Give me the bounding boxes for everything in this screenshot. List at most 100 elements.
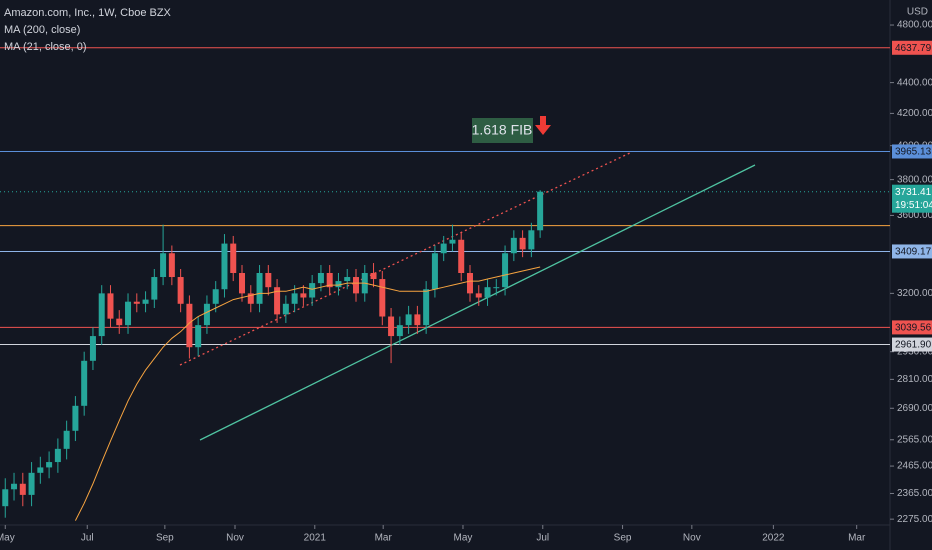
candle-body <box>326 273 333 288</box>
candle-body <box>186 303 193 348</box>
x-tick-label: Sep <box>156 533 174 544</box>
candle-body <box>493 287 500 289</box>
candle-body <box>466 273 473 294</box>
x-tick-label: Nov <box>683 533 701 544</box>
candle-body <box>370 273 377 280</box>
x-tick-label: 2021 <box>304 533 327 544</box>
candle-body <box>142 299 149 304</box>
x-tick-label: Mar <box>848 533 866 544</box>
last-price-bg <box>892 184 932 213</box>
candle-body <box>89 336 96 361</box>
countdown: 19:51:04 <box>895 200 932 211</box>
candle-body <box>502 253 509 288</box>
candles <box>2 190 544 521</box>
candle-body <box>221 243 228 290</box>
price-label: 3965.13 <box>895 147 932 158</box>
x-tick-label: Sep <box>614 533 632 544</box>
candle-body <box>335 281 342 288</box>
candle-body <box>133 301 140 304</box>
y-tick-label: 2565.00 <box>897 434 932 445</box>
y-tick-label: 3600.00 <box>897 210 932 221</box>
x-tick-label: May <box>0 533 15 544</box>
candle-body <box>265 273 272 288</box>
price-label-bg <box>892 320 932 335</box>
currency: USD <box>907 7 928 18</box>
y-tick-label: 2275.00 <box>897 514 932 525</box>
legend-title: Amazon.com, Inc., 1W, Cboe BZX <box>4 7 172 19</box>
candle-body <box>528 230 535 250</box>
candle-body <box>2 489 9 507</box>
x-tick-label: Jul <box>536 533 549 544</box>
candle-body <box>423 289 430 326</box>
candle-body <box>431 253 438 290</box>
candle-body <box>46 462 53 468</box>
y-tick-label: 3200.00 <box>897 288 932 299</box>
candle-body <box>107 293 114 319</box>
candle-body <box>239 273 246 294</box>
candle-body <box>98 293 105 337</box>
candle-body <box>72 405 79 431</box>
annotation: 1.618 FIB <box>472 122 533 138</box>
y-tick-label: 2810.00 <box>897 374 932 385</box>
candle-body <box>344 277 351 282</box>
y-tick-label: 2930.00 <box>897 346 932 357</box>
x-tick-label: Mar <box>375 533 393 544</box>
candle-body <box>125 301 132 326</box>
price-label-bg <box>892 337 932 352</box>
candle-body <box>247 293 254 304</box>
price-label-bg <box>892 144 932 159</box>
candle-body <box>212 289 219 304</box>
legend-entry: MA (200, close) <box>4 24 80 36</box>
candle-body <box>379 279 386 317</box>
price-label: 2961.90 <box>895 340 932 351</box>
x-tick-label: Nov <box>226 533 244 544</box>
candle-body <box>19 483 26 495</box>
moving-average <box>74 266 541 521</box>
y-tick-label: 2690.00 <box>897 403 932 414</box>
candle-body <box>28 472 35 495</box>
candle-body <box>414 314 421 326</box>
last-price-label: 3731.41 <box>895 187 932 198</box>
candle-body <box>11 483 18 490</box>
y-tick-label: 2365.00 <box>897 488 932 499</box>
candle-body <box>475 293 482 298</box>
y-tick-label: 4400.00 <box>897 77 932 88</box>
trend-line <box>199 164 756 441</box>
candle-body <box>440 243 447 254</box>
candle-body <box>37 467 44 473</box>
candle-body <box>537 191 544 231</box>
price-label: 3039.56 <box>895 323 932 334</box>
candle-body <box>353 277 359 294</box>
candle-body <box>256 273 263 304</box>
candle-body <box>309 283 316 298</box>
price-label-bg <box>892 40 932 55</box>
candle-body <box>396 325 403 337</box>
candle-body <box>274 287 281 315</box>
candle-body <box>449 239 456 244</box>
y-tick-label: 4800.00 <box>897 20 932 31</box>
y-tick-label: 3800.00 <box>897 174 932 185</box>
candle-body <box>116 318 123 326</box>
candle-body <box>203 303 210 326</box>
x-tick-label: May <box>454 533 473 544</box>
price-label: 3409.17 <box>895 247 932 258</box>
y-tick-label: 2465.00 <box>897 461 932 472</box>
trend-line-dotted <box>179 151 633 366</box>
candle-body <box>484 287 491 298</box>
candle-body <box>317 273 324 284</box>
candle-body <box>458 239 465 274</box>
candle-body <box>160 253 167 278</box>
candle-body <box>388 316 395 337</box>
legend-entry: MA (21, close, 0) <box>4 41 87 53</box>
candle-body <box>519 237 526 250</box>
price-label: 4637.79 <box>895 43 932 54</box>
candle-body <box>300 293 307 298</box>
candle-body <box>151 277 158 300</box>
annotation-box <box>472 118 533 143</box>
axes: 2275.00 2365.00 2465.00 2565.00 2690.00 2810.… <box>0 20 932 544</box>
candle-body <box>168 253 175 278</box>
candle-body <box>177 277 184 304</box>
